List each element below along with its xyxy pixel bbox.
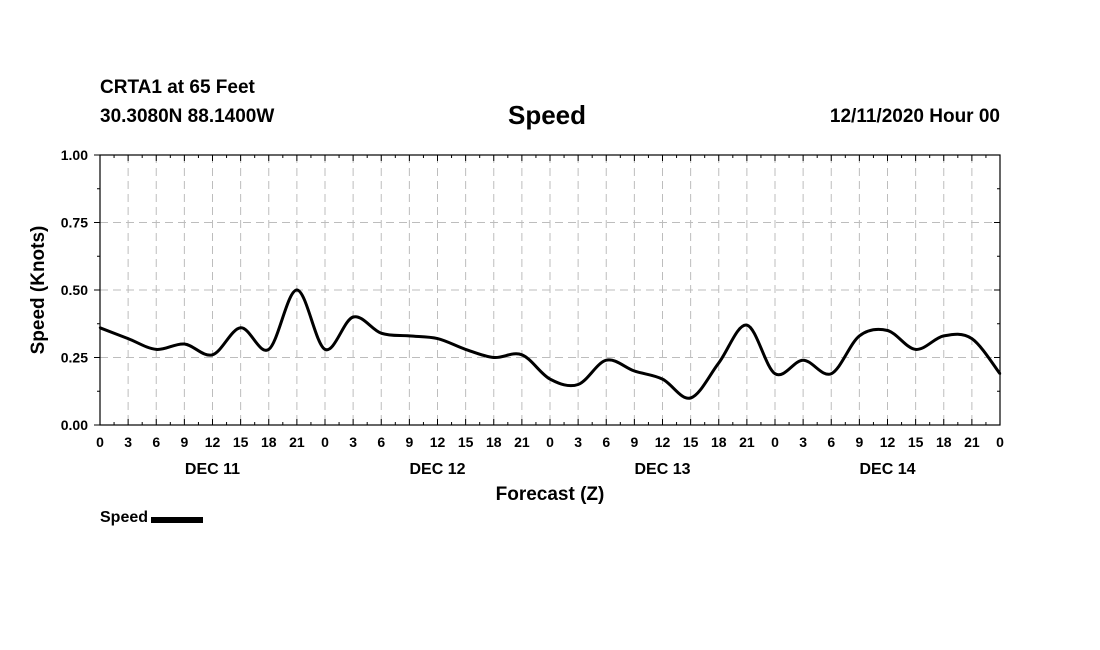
x-tick-label: 21 (514, 434, 530, 450)
y-tick-label: 0.25 (61, 350, 88, 366)
x-tick-label: 9 (180, 434, 188, 450)
data-point (970, 337, 974, 340)
data-point (380, 332, 383, 335)
x-tick-label: 6 (377, 434, 385, 450)
x-tick-label: 21 (739, 434, 755, 450)
data-point (745, 323, 749, 327)
data-point (351, 315, 355, 319)
x-tick-label: 12 (655, 434, 671, 450)
data-point (858, 334, 861, 338)
data-point (267, 348, 270, 351)
legend-label: Speed (100, 509, 149, 526)
x-tick-label: 21 (964, 434, 980, 450)
day-label: DEC 11 (185, 461, 240, 478)
y-axis-label: Speed (Knots) (28, 226, 49, 355)
station-coordinates: 30.3080N 88.1400W (100, 106, 275, 127)
data-point (492, 356, 495, 359)
data-point (520, 353, 524, 356)
data-point (998, 372, 1002, 375)
data-point (436, 337, 439, 340)
x-tick-label: 6 (827, 434, 835, 450)
data-point (126, 337, 130, 340)
day-label: DEC 13 (634, 461, 690, 478)
x-tick-label: 12 (430, 434, 446, 450)
x-tick-label: 18 (711, 434, 727, 450)
x-tick-label: 15 (458, 434, 474, 450)
x-tick-label: 0 (771, 434, 779, 450)
day-label: DEC 12 (409, 461, 465, 478)
y-tick-label: 1.00 (61, 147, 88, 163)
data-point (942, 334, 945, 338)
station-name: CRTA1 at 65 Feet (100, 77, 255, 98)
data-point (408, 334, 411, 338)
x-tick-label: 0 (546, 434, 554, 450)
x-tick-label: 18 (936, 434, 952, 450)
data-point (98, 326, 102, 329)
data-point (576, 383, 580, 386)
data-point (886, 329, 889, 332)
data-point (295, 288, 299, 292)
x-tick-label: 9 (630, 434, 638, 450)
x-axis-label: Forecast (Z) (496, 484, 605, 505)
data-point (914, 348, 917, 351)
data-point (239, 326, 242, 329)
x-tick-label: 6 (602, 434, 610, 450)
data-point (773, 372, 777, 375)
x-tick-label: 15 (908, 434, 924, 450)
x-tick-label: 15 (233, 434, 249, 450)
data-point (323, 348, 327, 351)
data-point (155, 348, 158, 351)
y-tick-label: 0.00 (61, 417, 88, 433)
x-tick-label: 0 (996, 434, 1004, 450)
x-tick-label: 0 (96, 434, 104, 450)
x-tick-label: 12 (880, 434, 896, 450)
x-tick-label: 9 (405, 434, 413, 450)
x-tick-label: 3 (124, 434, 132, 450)
x-tick-label: 15 (683, 434, 699, 450)
legend: Speed (100, 509, 204, 527)
x-tick-label: 18 (261, 434, 277, 450)
x-tick-label: 3 (799, 434, 807, 450)
data-point (830, 372, 833, 375)
x-tick-label: 18 (486, 434, 502, 450)
x-tick-label: 3 (574, 434, 582, 450)
data-point (661, 377, 664, 381)
forecast-date: 12/11/2020 Hour 00 (829, 106, 1000, 127)
data-point (801, 359, 805, 362)
y-tick-label: 0.75 (61, 215, 88, 231)
legend-line-swatch (151, 516, 204, 523)
x-tick-label: 3 (349, 434, 357, 450)
x-tick-label: 0 (321, 434, 329, 450)
data-point (717, 361, 720, 365)
x-tick-label: 21 (289, 434, 305, 450)
day-label: DEC 14 (859, 461, 915, 478)
data-point (633, 369, 636, 373)
data-point (183, 342, 186, 346)
data-point (689, 396, 692, 400)
data-point (548, 377, 552, 381)
data-point (211, 353, 214, 356)
y-tick-label: 0.50 (61, 282, 88, 298)
chart-title: Speed (508, 100, 587, 130)
data-point (605, 359, 608, 362)
x-tick-label: 12 (205, 434, 221, 450)
x-tick-label: 6 (152, 434, 160, 450)
data-point (464, 348, 467, 351)
x-tick-label: 9 (855, 434, 863, 450)
